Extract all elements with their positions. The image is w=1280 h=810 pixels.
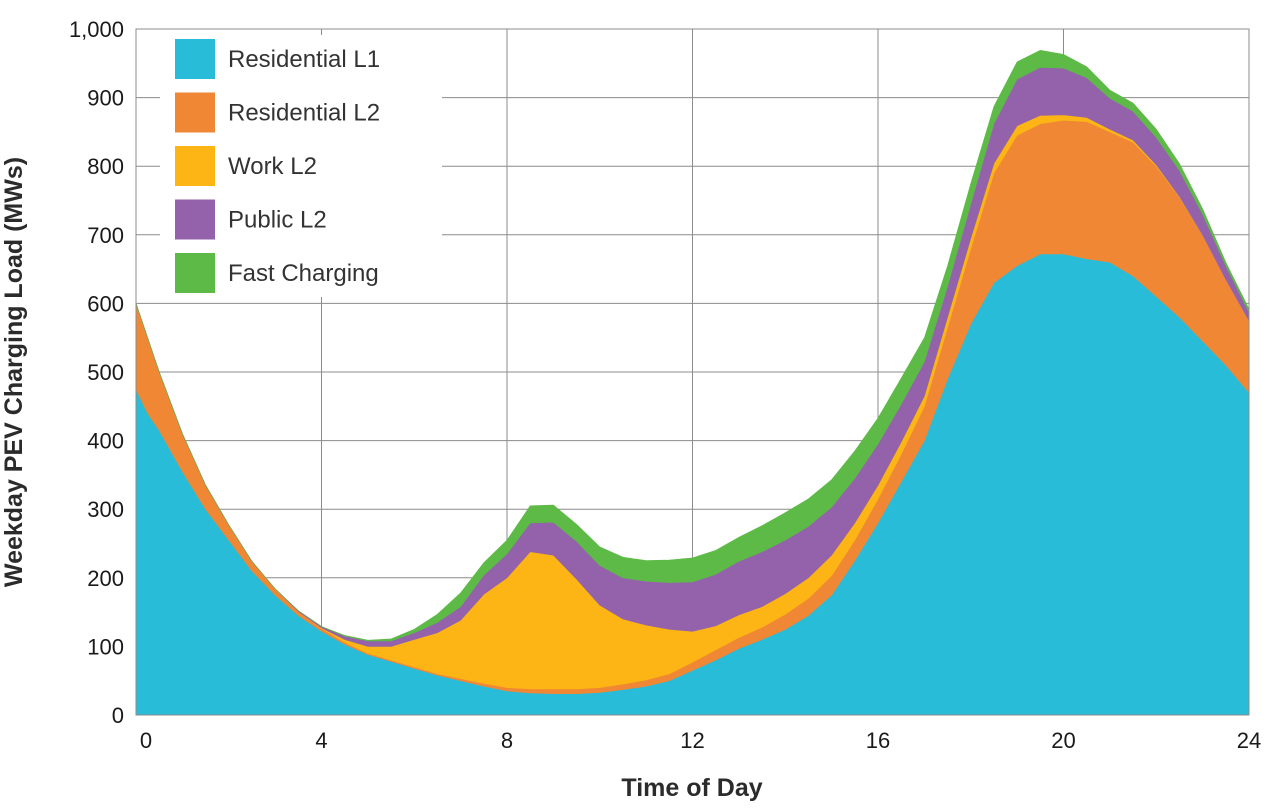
x-tick-label: 20 <box>1051 728 1075 753</box>
y-tick-labels: 0 100 200 300 400 500 600 700 800 900 1,000 <box>69 17 124 728</box>
legend-swatch-work-l2 <box>175 146 215 186</box>
legend-swatch-fast-charging <box>175 253 215 293</box>
y-tick-label: 400 <box>87 429 124 454</box>
y-tick-label: 800 <box>87 154 124 179</box>
y-tick-label: 500 <box>87 360 124 385</box>
y-tick-label: 200 <box>87 566 124 591</box>
x-axis-title: Time of Day <box>621 774 762 802</box>
y-tick-label: 700 <box>87 223 124 248</box>
legend-swatch-public-l2 <box>175 199 215 240</box>
legend-label-residential-l2: Residential L2 <box>228 100 380 127</box>
x-tick-labels: 0 4 8 12 16 20 24 <box>140 728 1261 753</box>
x-tick-label: 16 <box>866 728 890 753</box>
y-tick-label: 1,000 <box>69 17 124 42</box>
legend-label-work-l2: Work L2 <box>228 153 317 180</box>
plot-frame <box>135 28 1250 716</box>
x-tick-label: 0 <box>140 728 152 753</box>
x-tick-label: 24 <box>1237 728 1261 753</box>
y-tick-label: 0 <box>112 703 124 728</box>
x-tick-label: 8 <box>501 728 513 753</box>
legend-label-fast-charging: Fast Charging <box>228 260 379 287</box>
y-tick-label: 300 <box>87 497 124 522</box>
y-tick-label: 100 <box>87 634 124 659</box>
legend: Residential L1 Residential L2 Work L2 Publi… <box>160 35 442 297</box>
y-axis-title: Weekday PEV Charging Load (MWs) <box>0 157 28 587</box>
legend-swatch-residential-l1 <box>175 39 215 79</box>
plot-border <box>135 28 1250 716</box>
legend-swatch-residential-l2 <box>175 92 215 133</box>
legend-label-residential-l1: Residential L1 <box>228 46 380 73</box>
x-tick-label: 4 <box>315 728 327 753</box>
y-tick-label: 600 <box>87 291 124 316</box>
y-tick-label: 900 <box>87 86 124 111</box>
legend-label-public-l2: Public L2 <box>228 207 327 234</box>
x-tick-label: 12 <box>680 728 704 753</box>
